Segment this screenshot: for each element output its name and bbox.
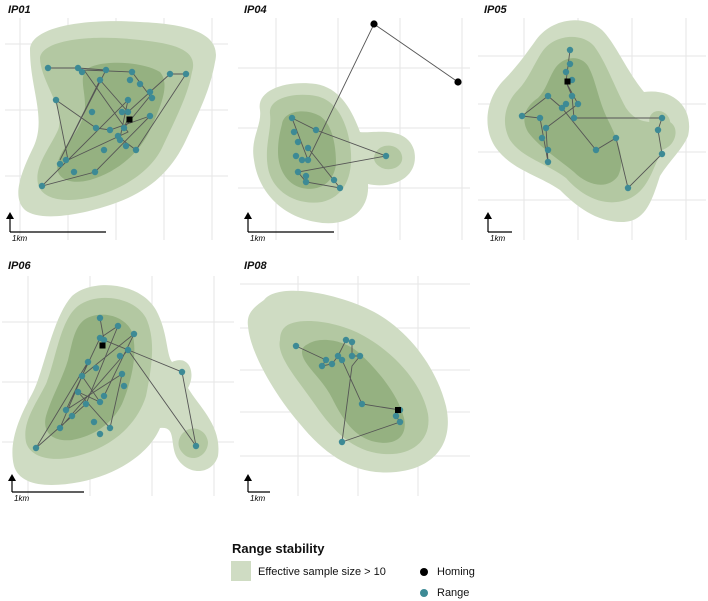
homing-points bbox=[370, 20, 462, 86]
scale-bar-label: 1km bbox=[250, 494, 265, 503]
legend-homing-label: Homing bbox=[437, 566, 475, 578]
legend-title: Range stability bbox=[232, 541, 325, 556]
scale-bar bbox=[11, 480, 84, 493]
panel-title: IP08 bbox=[244, 260, 267, 272]
range-points bbox=[32, 314, 200, 452]
map-ip06: 1km bbox=[2, 276, 234, 503]
scale-bar-label: 1km bbox=[14, 494, 29, 503]
range-points bbox=[292, 336, 404, 446]
panel-title: IP01 bbox=[8, 4, 31, 16]
range-points bbox=[38, 64, 190, 190]
panel-ip08: IP08 1km bbox=[236, 256, 472, 506]
homing-point bbox=[395, 407, 401, 413]
homing-point bbox=[99, 342, 106, 349]
panel-ip01: IP01 1k bbox=[0, 0, 230, 250]
kde-inner bbox=[302, 339, 405, 443]
track bbox=[291, 23, 459, 189]
map-ip05: 1km bbox=[478, 18, 706, 243]
north-arrow-icon bbox=[244, 474, 252, 481]
scale-bar bbox=[487, 218, 512, 233]
legend-homing-dot bbox=[420, 568, 428, 576]
panel-title: IP04 bbox=[244, 4, 267, 16]
legend-fill-swatch bbox=[231, 561, 251, 581]
range-points bbox=[518, 46, 666, 192]
scale-bar bbox=[247, 218, 334, 233]
range-points bbox=[288, 114, 390, 192]
legend-fill-label: Effective sample size > 10 bbox=[258, 566, 386, 578]
scale-bar-label: 1km bbox=[250, 234, 265, 243]
scale-bar-label: 1km bbox=[12, 234, 27, 243]
north-arrow-icon bbox=[6, 212, 14, 219]
panel-ip05: IP05 1km bbox=[476, 0, 708, 250]
legend-range-dot bbox=[420, 589, 428, 597]
north-arrow-icon bbox=[244, 212, 252, 219]
panel-title: IP06 bbox=[8, 260, 31, 272]
map-ip01: 1km bbox=[5, 18, 228, 243]
homing-point bbox=[126, 116, 133, 123]
map-ip04: 1km bbox=[238, 18, 470, 243]
scale-bar-label: 1km bbox=[490, 234, 505, 243]
legend-range-label: Range bbox=[437, 587, 470, 599]
north-arrow-icon bbox=[484, 212, 492, 219]
kde-inner-secondary bbox=[178, 428, 208, 459]
scale-bar bbox=[247, 480, 270, 493]
panel-ip04: IP04 1km bbox=[236, 0, 472, 250]
homing-point bbox=[564, 78, 571, 85]
panel-title: IP05 bbox=[484, 4, 507, 16]
track bbox=[520, 49, 663, 189]
scale-bar bbox=[9, 218, 106, 233]
north-arrow-icon bbox=[8, 474, 16, 481]
map-ip08: 1km bbox=[240, 276, 470, 503]
panel-ip06: IP06 1km bbox=[0, 256, 236, 506]
